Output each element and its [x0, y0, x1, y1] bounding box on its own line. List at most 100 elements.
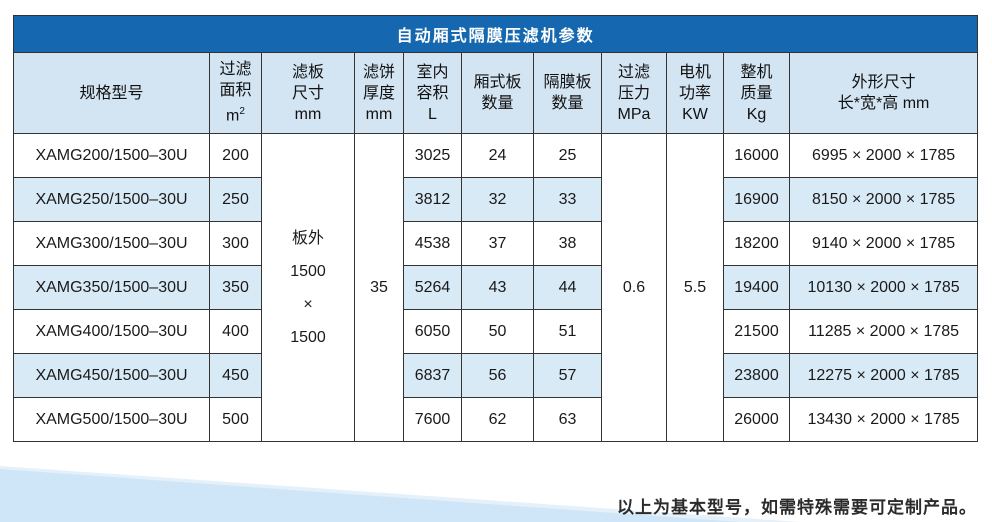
header-text: 规格型号 [79, 84, 144, 102]
header-text: 电机 [678, 63, 711, 81]
header-text: 数量 [551, 95, 584, 112]
cell-weight: 18200 [723, 221, 790, 266]
table-row: XAMG300/1500–30U 300 4538 37 38 18200 91… [13, 221, 979, 266]
cell-chamber-plates: 56 [461, 353, 534, 398]
cell-volume: 3025 [403, 133, 462, 178]
cell-model: XAMG250/1500–30U [13, 177, 210, 222]
cell-dimensions: 11285 × 2000 × 1785 [788, 309, 979, 354]
cell-dimensions: 12275 × 2000 × 1785 [788, 353, 979, 398]
cell-weight: 16000 [723, 133, 790, 178]
header-text: 数量 [481, 95, 514, 112]
header-text: 厚度 [362, 84, 395, 102]
cell-model: XAMG300/1500–30U [13, 221, 210, 266]
cell-diaphragm-plates: 44 [533, 265, 602, 310]
header-unit: MPa [617, 105, 651, 123]
cell-weight: 19400 [723, 265, 790, 310]
cell-cake-thickness-merged: 35 [354, 133, 404, 442]
cell-volume: 3812 [403, 177, 462, 222]
header-text: 外形尺寸 [851, 74, 916, 91]
cell-chamber-plates: 32 [461, 177, 534, 222]
col-header-chamber-plates: 厢式板 数量 [461, 52, 534, 134]
table-row: XAMG350/1500–30U 350 5264 43 44 19400 10… [13, 265, 979, 310]
cell-model: XAMG400/1500–30U [13, 309, 210, 354]
col-header-motor-power: 电机 功率 KW [666, 52, 724, 134]
header-row: 规格型号 过滤 面积 m2 滤板 尺寸 mm 滤饼 厚度 mm 室内 [13, 52, 979, 134]
cell-dimensions: 9140 × 2000 × 1785 [788, 221, 979, 266]
col-header-diaphragm-plates: 隔膜板 数量 [533, 52, 602, 134]
header-text: 容积 [416, 84, 449, 102]
cell-area: 300 [209, 221, 262, 266]
header-unit: mm [294, 105, 322, 123]
col-header-filter-area: 过滤 面积 m2 [209, 52, 262, 134]
header-unit: m2 [226, 106, 245, 125]
plate-size-line: 1500 [290, 328, 326, 346]
cell-area: 250 [209, 177, 262, 222]
plate-size-line: 1500 [290, 262, 326, 280]
header-unit: mm [365, 105, 393, 123]
cell-motor-power-merged: 5.5 [666, 133, 724, 442]
header-text: 面积 [219, 82, 252, 100]
cell-weight: 16900 [723, 177, 790, 222]
table-row: XAMG500/1500–30U 500 7600 62 63 26000 13… [13, 397, 979, 442]
header-text: 隔膜板 [543, 74, 592, 91]
cell-plate-size-merged: 板外 1500 × 1500 [261, 133, 355, 442]
cell-diaphragm-plates: 25 [533, 133, 602, 178]
cell-weight: 23800 [723, 353, 790, 398]
cell-dimensions: 6995 × 2000 × 1785 [788, 133, 979, 178]
plate-size-line: × [303, 295, 313, 313]
table-row: XAMG250/1500–30U 250 3812 32 33 16900 81… [13, 177, 979, 222]
header-text: 过滤 [617, 63, 650, 81]
cell-model: XAMG500/1500–30U [13, 397, 210, 442]
header-text: 滤板 [291, 63, 324, 81]
cell-diaphragm-plates: 57 [533, 353, 602, 398]
cell-model: XAMG350/1500–30U [13, 265, 210, 310]
cell-chamber-plates: 43 [461, 265, 534, 310]
col-header-model: 规格型号 [13, 52, 210, 134]
header-text: 长*宽*高 mm [837, 95, 930, 112]
cell-model: XAMG450/1500–30U [13, 353, 210, 398]
table-row: XAMG200/1500–30U 200 板外 1500 × 1500 35 3… [13, 133, 979, 442]
cell-dimensions: 13430 × 2000 × 1785 [788, 397, 979, 442]
col-header-filter-pressure: 过滤 压力 MPa [601, 52, 667, 134]
header-unit: Kg [746, 105, 767, 123]
footer-note: 以上为基本型号，如需特殊需要可定制产品。 [617, 498, 977, 517]
cell-model: XAMG200/1500–30U [13, 133, 210, 178]
header-text: 整机 [740, 63, 773, 81]
col-header-plate-size: 滤板 尺寸 mm [261, 52, 355, 134]
cell-weight: 21500 [723, 309, 790, 354]
cell-diaphragm-plates: 38 [533, 221, 602, 266]
cell-volume: 7600 [403, 397, 462, 442]
plate-size-line: 板外 [291, 229, 324, 247]
header-text: 室内 [416, 63, 449, 81]
cell-area: 450 [209, 353, 262, 398]
cell-diaphragm-plates: 33 [533, 177, 602, 222]
cell-volume: 6837 [403, 353, 462, 398]
col-header-cake-thickness: 滤饼 厚度 mm [354, 52, 404, 134]
col-header-dimensions: 外形尺寸 长*宽*高 mm [788, 52, 979, 134]
cell-volume: 4538 [403, 221, 462, 266]
header-text: 过滤 [219, 61, 252, 79]
table-row: XAMG400/1500–30U 400 6050 50 51 21500 11… [13, 309, 979, 354]
cell-diaphragm-plates: 63 [533, 397, 602, 442]
cell-area: 500 [209, 397, 262, 442]
cell-dimensions: 10130 × 2000 × 1785 [788, 265, 979, 310]
cell-filter-pressure-merged: 0.6 [601, 133, 667, 442]
cell-area: 400 [209, 309, 262, 354]
cell-area: 350 [209, 265, 262, 310]
header-text: 质量 [740, 84, 773, 102]
header-text: 滤饼 [362, 63, 395, 81]
cell-weight: 26000 [723, 397, 790, 442]
cell-chamber-plates: 37 [461, 221, 534, 266]
col-header-chamber-volume: 室内 容积 L [403, 52, 462, 134]
cell-chamber-plates: 62 [461, 397, 534, 442]
cell-chamber-plates: 24 [461, 133, 534, 178]
cell-volume: 5264 [403, 265, 462, 310]
header-text: 尺寸 [291, 84, 324, 102]
header-text: 功率 [678, 84, 711, 102]
header-unit: KW [682, 105, 708, 123]
header-text: 厢式板 [473, 74, 522, 91]
cell-area: 200 [209, 133, 262, 178]
col-header-machine-weight: 整机 质量 Kg [723, 52, 790, 134]
header-unit: L [428, 105, 437, 123]
